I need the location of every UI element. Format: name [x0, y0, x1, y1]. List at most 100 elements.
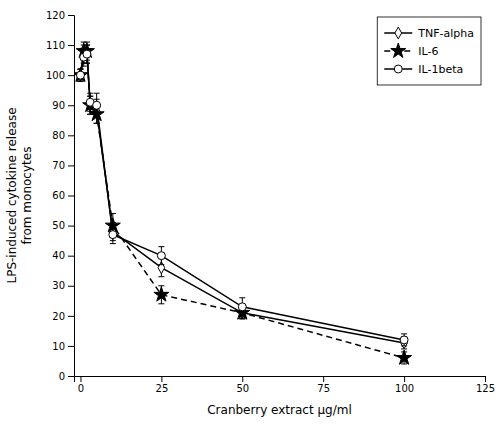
tick: 60: [52, 190, 74, 201]
tick-mark: [68, 316, 74, 317]
y-axis: 0 10 20 30 40 50 60 70 80 90 100 110 120: [46, 10, 75, 382]
tick: 30: [52, 280, 74, 291]
tick-label: 80: [52, 130, 65, 141]
marker: [93, 101, 101, 109]
tick-mark: [68, 15, 74, 16]
tick: 0: [78, 376, 84, 394]
tick-mark: [68, 286, 74, 287]
tick: 70: [52, 160, 74, 171]
error-bar: [239, 298, 245, 316]
tick-mark: [68, 346, 74, 347]
legend-label: IL-1beta: [418, 63, 463, 76]
tick: 50: [52, 220, 74, 231]
tick-label: 100: [395, 383, 414, 394]
tick: 125: [476, 376, 495, 394]
legend-marker: [394, 65, 402, 73]
tick-mark: [161, 376, 162, 382]
tick-label: 25: [156, 383, 169, 394]
tick-mark: [68, 196, 74, 197]
tick-mark: [485, 376, 486, 382]
tick-label: 50: [52, 220, 65, 231]
tick-mark: [68, 256, 74, 257]
tick-mark: [68, 135, 74, 136]
marker: [400, 336, 408, 344]
tick-label: 90: [52, 100, 65, 111]
error-bar: [94, 93, 100, 117]
tick: 100: [46, 70, 74, 81]
tick-label: 120: [46, 10, 65, 21]
y-axis-title: LPS-induced cytokine releasefrom monocyt…: [5, 107, 34, 283]
tick-mark: [68, 45, 74, 46]
tick-label: 30: [52, 280, 65, 291]
legend-entry: IL-1beta: [384, 63, 463, 76]
tick-label: 70: [52, 160, 65, 171]
marker: [157, 252, 165, 260]
tick-label: 75: [317, 383, 330, 394]
tick: 20: [52, 311, 74, 322]
error-bar: [158, 247, 164, 265]
error-bar: [401, 337, 407, 349]
series: [76, 45, 408, 346]
tick: 110: [46, 40, 74, 51]
marker: [109, 231, 117, 239]
tick-mark: [68, 226, 74, 227]
legend-marker: [391, 43, 406, 57]
tick-label: 100: [46, 70, 65, 81]
tick: 100: [395, 376, 414, 394]
chart: 0 25 50 75 100 125 0 10 20 30 40 50 60 70 80 90 100 110 12…: [0, 0, 500, 424]
legend-frame: [377, 17, 481, 85]
tick: 0: [59, 371, 74, 382]
tick: 75: [317, 376, 330, 394]
tick-label: 20: [52, 311, 65, 322]
y-axis-title-line: LPS-induced cytokine release: [5, 107, 19, 283]
tick: 120: [46, 10, 74, 21]
line: [80, 51, 404, 358]
legend-label: IL-6: [418, 45, 438, 58]
tick-mark: [68, 376, 74, 377]
legend-marker: [395, 27, 402, 39]
axis-line: [75, 377, 486, 383]
marker: [397, 350, 412, 364]
tick: 80: [52, 130, 74, 141]
marker: [76, 71, 84, 79]
marker: [238, 303, 246, 311]
tick-mark: [68, 165, 74, 166]
marks: [74, 42, 412, 364]
legend-entry: TNF-alpha: [384, 27, 474, 40]
tick: 50: [236, 376, 249, 394]
axis-line: [68, 16, 75, 377]
tick: 25: [156, 376, 169, 394]
tick-mark: [242, 376, 243, 382]
line: [80, 54, 404, 343]
error-bar: [401, 334, 407, 346]
tick-label: 40: [52, 250, 65, 261]
tick-mark: [80, 376, 81, 382]
series: [77, 45, 407, 349]
tick-mark: [323, 376, 324, 382]
marker: [154, 287, 169, 301]
tick-label: 50: [236, 383, 249, 394]
x-axis-title: Cranberry extract μg/ml: [207, 403, 352, 417]
y-axis-title-line: from monocytes: [20, 147, 34, 245]
legend-label: TNF-alpha: [417, 27, 474, 40]
tick-label: 10: [52, 341, 65, 352]
error-bar: [110, 226, 116, 244]
plot: 0 25 50 75 100 125 0 10 20 30 40 50 60 70 80 90 100 110 12…: [46, 10, 495, 394]
tick-label: 0: [59, 371, 65, 382]
tick: 10: [52, 341, 74, 352]
marker: [83, 50, 91, 58]
tick-label: 125: [476, 383, 495, 394]
tick-label: 60: [52, 190, 65, 201]
tick-mark: [404, 376, 405, 382]
line: [80, 54, 404, 340]
series: [74, 42, 412, 364]
legend-entry: IL-6: [384, 43, 438, 58]
tick-label: 110: [46, 40, 65, 51]
legend: TNF-alpha IL-6 IL-1beta: [377, 17, 481, 85]
tick: 40: [52, 250, 74, 261]
tick-mark: [68, 75, 74, 76]
tick: 90: [52, 100, 74, 111]
tick-mark: [68, 105, 74, 106]
tick-label: 0: [78, 383, 84, 394]
error-bar: [77, 69, 83, 81]
